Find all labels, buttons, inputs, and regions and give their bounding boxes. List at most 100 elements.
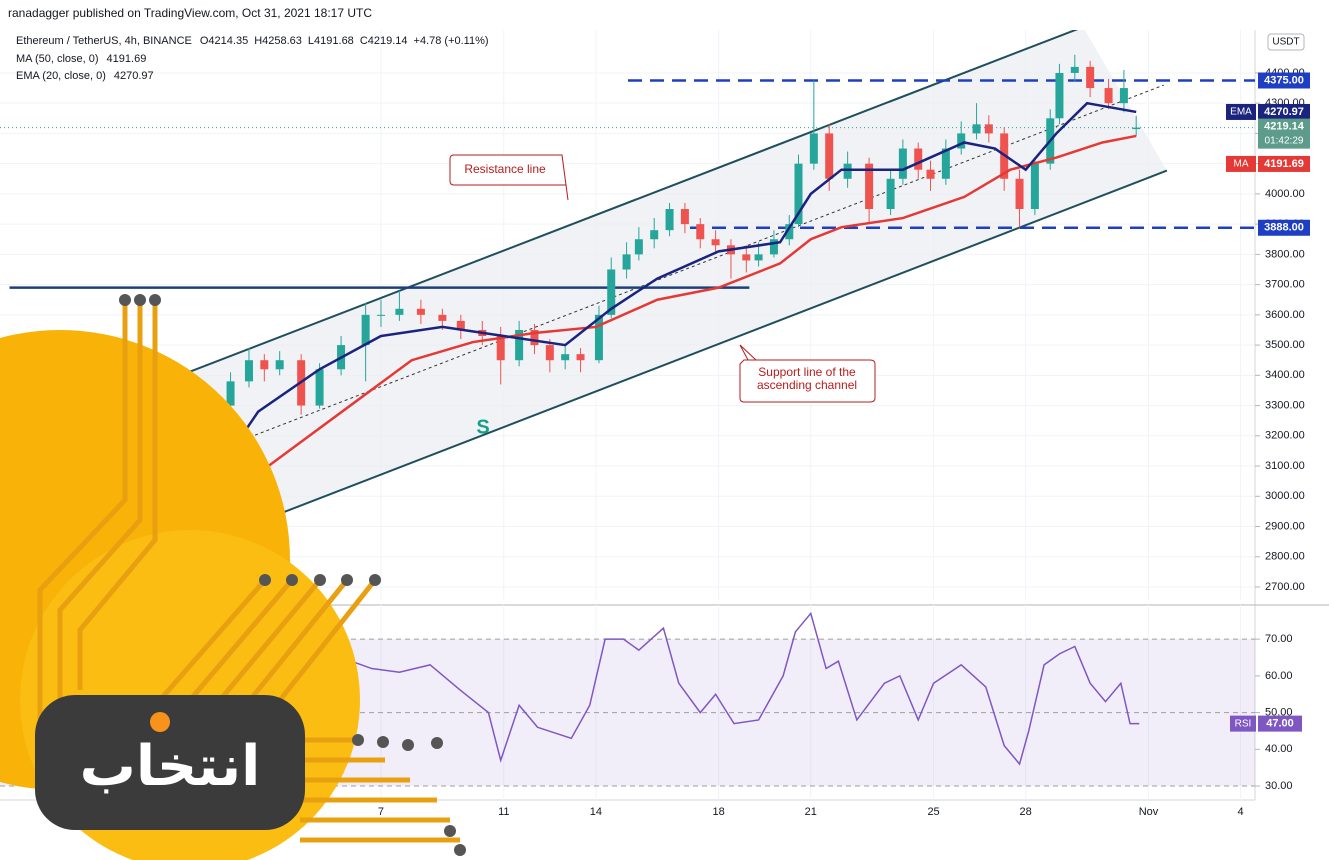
candle-body [1070,66,1079,73]
currency: USDT [1272,37,1299,48]
legend-name: MA (50, close, 0) [16,53,99,65]
candle-body [926,169,935,179]
candle-body [809,133,818,164]
ohlc-value: H4258.63 [254,35,302,47]
publisher: ranadagger published on TradingView.com,… [8,6,372,20]
candle-body [984,124,993,134]
x-tick-label: 11 [498,806,509,818]
candle-body [711,239,720,246]
candle-body [416,308,425,315]
candle-body [244,360,253,382]
candle-body [825,133,834,179]
x-tick-label: 21 [805,806,817,818]
level-badge [1258,72,1310,89]
annotation-marker: S [476,416,489,438]
candle-body [785,224,794,240]
ohlc-value: O4214.35 [200,35,248,47]
y-tick-label: 40.00 [1265,743,1293,755]
candle-body [438,314,447,321]
candle-body [957,133,966,149]
candle-body [576,354,585,361]
y-tick-label: 4000.00 [1265,188,1305,200]
callout [739,344,876,403]
level-label: 4375.00 [1264,74,1304,86]
watermark-text: انتخاب [80,734,261,799]
annotation: Resistance line [464,162,546,176]
x-tick-label: 25 [927,806,939,818]
indicator-line [159,101,1137,528]
y-tick-label: 2700.00 [1265,581,1305,593]
x-tick-label: Nov [1139,806,1159,818]
support-line [161,169,1168,561]
candle-body [260,360,269,370]
candle-body [1119,88,1128,104]
indicator-value: 4270.97 [1264,106,1304,118]
annotation: Support line of the [758,365,856,379]
indicator-tag-badge [1226,155,1256,172]
candle-body [496,336,505,361]
candle-body [1030,163,1039,210]
indicator-line [159,134,1137,513]
callout [449,154,569,201]
rsi-tag-badge [1230,715,1256,732]
rsi-line [159,611,1140,766]
y-tick-label: 60.00 [1265,670,1293,682]
x-tick-label: 14 [590,806,602,818]
indicator-tag: EMA [1230,107,1252,118]
ohlc-value: L4191.68 [308,35,354,47]
y-tick-label: 3200.00 [1265,430,1305,442]
y-tick-label: 3000.00 [1265,490,1305,502]
candle-body [530,329,539,346]
candle-body [769,239,778,255]
candle-body [941,148,950,179]
indicator-tag: MA [1234,159,1249,170]
candle-body [865,163,874,210]
candle-body [376,314,385,316]
candle-body [898,148,907,179]
x-tick-label: 7 [378,806,384,818]
countdown: 01:42:29 [1265,135,1304,146]
y-tick-label: 3800.00 [1265,248,1305,260]
annotation: ascending channel [757,378,857,392]
candle-body [634,239,643,255]
candle-body [315,369,324,406]
candle-body [1132,127,1141,130]
rsi-value: 47.00 [1266,718,1294,730]
chart-title: Ethereum / TetherUS, 4h, BINANCE [16,35,192,47]
x-tick-label: 18 [713,806,725,818]
candle-body [680,209,689,225]
candle-body [361,314,370,346]
candle-body [561,354,570,361]
currency-badge [1267,33,1305,51]
candle-body [650,230,659,240]
candle-body [545,345,554,361]
indicator-value-badge [1258,103,1310,120]
candle-body [1104,88,1113,104]
candle-body [914,148,923,170]
candle-body [843,163,852,179]
candle-body [456,320,465,330]
y-tick-label: 3500.00 [1265,339,1305,351]
legend-value: 4191.69 [107,53,147,65]
candle-body [1015,178,1024,210]
ohlc-value: C4219.14 [360,35,408,47]
logo-coin [150,712,170,732]
candle-body [665,209,674,231]
indicator-value: 4191.69 [1264,158,1304,170]
watermark: انتخاب [0,294,466,860]
y-tick-label: 70.00 [1265,633,1293,645]
level-label: 3888.00 [1264,222,1304,234]
candle-body [742,254,751,261]
candle-body [515,329,524,361]
legend-value: 4270.97 [114,70,154,82]
candle-body [226,381,235,406]
candle-body [754,254,763,261]
y-tick-label: 2900.00 [1265,520,1305,532]
candle-body [1055,72,1064,119]
candle-body [594,314,603,361]
y-tick-label: 50.00 [1265,707,1293,719]
legend-name: EMA (20, close, 0) [16,70,106,82]
y-tick-label: 30.00 [1265,780,1293,792]
candle-body [1086,66,1095,89]
y-tick-label: 3400.00 [1265,369,1305,381]
